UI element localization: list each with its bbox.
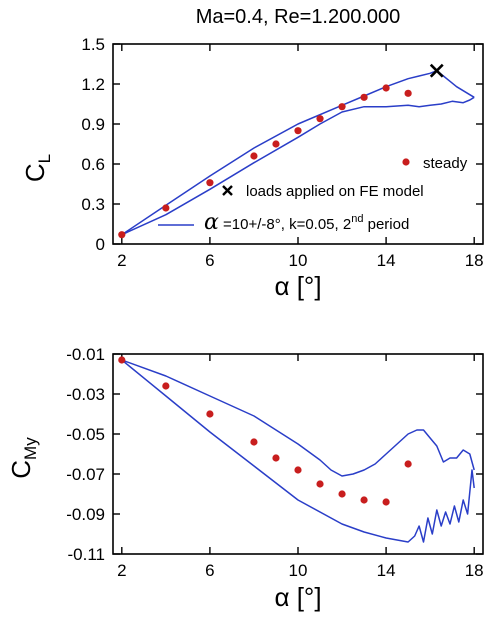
unsteady-downstroke-line-bottom [121, 359, 475, 477]
steady-point [316, 480, 324, 488]
steady-point [118, 356, 126, 364]
legend-unsteady-prefix: =10+/-8°, k=0.05, 2 [219, 216, 351, 233]
y-label-sub-bottom: My [21, 437, 40, 460]
legend: steady loads applied on FE model α =10+/… [158, 155, 468, 235]
legend-unsteady-sup: nd [351, 213, 363, 225]
steady-point [162, 204, 170, 212]
steady-point [294, 466, 302, 474]
y-label-main-top: C [20, 163, 50, 182]
steady-point [206, 179, 214, 187]
steady-point [338, 103, 346, 111]
steady-point [404, 460, 412, 468]
legend-alpha-symbol: α [204, 210, 219, 235]
chart-title: Ma=0.4, Re=1.200.000 [196, 6, 401, 28]
fe-load-marker-group [429, 63, 444, 78]
steady-point [382, 498, 390, 506]
y-tick-label: -0.01 [66, 345, 105, 364]
steady-point [338, 490, 346, 498]
y-tick-label: -0.03 [66, 385, 105, 404]
steady-points-top [118, 84, 412, 239]
steady-point [360, 93, 368, 101]
steady-point [404, 89, 412, 97]
steady-point [382, 84, 390, 92]
y-tick-label: 0.6 [81, 155, 105, 174]
lift-coefficient-plot: 0 0.3 0.6 0.9 1.2 1.5 2 6 10 14 18 CL α [°] stead… [20, 35, 484, 301]
x-axis-label-top: α [°] [274, 271, 321, 301]
x-tick-label: 18 [465, 251, 484, 270]
unsteady-downstroke-line-top [121, 96, 475, 236]
moment-coefficient-plot: -0.01-0.03-0.05-0.07-0.09-0.11 2 6 10 14 18 … [6, 345, 484, 612]
steady-point [206, 410, 214, 418]
series-lines-top [121, 69, 475, 236]
x-tick-label: 2 [117, 561, 126, 580]
steady-point [360, 496, 368, 504]
x-tick-label: 2 [117, 251, 126, 270]
y-ticks-bottom: -0.01 -0.03 -0.05 -0.07 -0.09 -0.11 [66, 345, 483, 564]
steady-point [294, 127, 302, 135]
series-lines-bottom [121, 359, 475, 543]
y-tick-label: 0.3 [81, 195, 105, 214]
x-axis-label-bottom: α [°] [274, 582, 321, 612]
legend-unsteady-suffix: period [363, 216, 409, 233]
y-tick-label: -0.09 [66, 505, 105, 524]
x-tick-label: 18 [465, 561, 484, 580]
y-tick-label: -0.07 [66, 465, 105, 484]
x-tick-label: 6 [205, 251, 214, 270]
x-tick-label: 6 [205, 561, 214, 580]
y-tick-label: 1.5 [81, 35, 105, 54]
y-label-sub-top: L [35, 154, 54, 163]
steady-point [162, 382, 170, 390]
steady-point [250, 438, 258, 446]
y-tick-label: -0.05 [66, 425, 105, 444]
legend-loads-label: loads applied on FE model [246, 183, 424, 200]
legend-unsteady-label: α =10+/-8°, k=0.05, 2nd period [204, 210, 409, 235]
fe-load-marker [429, 63, 444, 78]
steady-point [250, 152, 258, 160]
y-ticks-top: 0 0.3 0.6 0.9 1.2 1.5 [81, 35, 483, 254]
steady-point [272, 140, 280, 148]
x-tick-label: 10 [289, 561, 308, 580]
x-tick-label: 14 [377, 251, 396, 270]
y-tick-label: -0.11 [68, 545, 106, 564]
x-ticks-bottom: 2 6 10 14 18 [117, 354, 484, 580]
y-axis-label-top: CL [20, 154, 54, 182]
steady-point [118, 231, 126, 239]
y-axis-label-bottom: CMy [6, 437, 40, 479]
x-tick-label: 10 [289, 251, 308, 270]
y-label-main-bottom: C [6, 460, 36, 479]
y-tick-label: 1.2 [81, 75, 105, 94]
y-tick-label: 0.9 [81, 115, 105, 134]
legend-steady-marker [402, 158, 410, 166]
x-tick-label: 14 [377, 561, 396, 580]
steady-point [316, 115, 324, 123]
unsteady-upstroke-line-bottom [121, 359, 475, 543]
unsteady-upstroke-line-top [121, 69, 475, 236]
y-tick-label: 0 [96, 235, 105, 254]
steady-points-bottom [118, 356, 412, 506]
legend-loads-marker [222, 185, 233, 196]
legend-steady-label: steady [423, 155, 468, 172]
steady-point [272, 454, 280, 462]
